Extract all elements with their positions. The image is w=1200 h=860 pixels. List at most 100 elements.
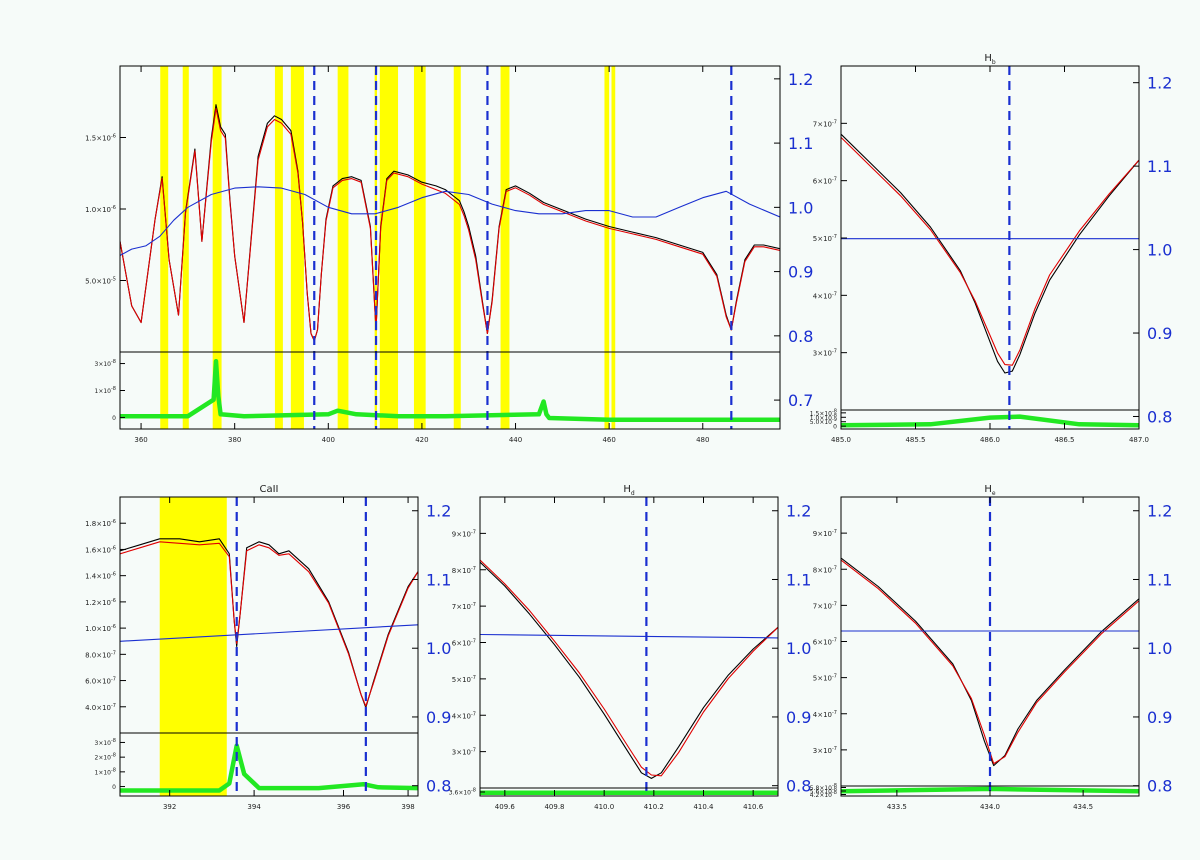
plot-area bbox=[120, 497, 418, 796]
y-tick-label-base: 5 bbox=[452, 676, 456, 684]
y-tick-label-times-ten: ×10 bbox=[817, 566, 832, 574]
right-axis-label: 0.7 bbox=[788, 391, 813, 410]
residual-tick-label: 1×10-8 bbox=[95, 386, 117, 395]
y-tick-label-exponent: -7 bbox=[832, 674, 837, 680]
residual-tick-label: 0 bbox=[112, 415, 116, 422]
residual-tick-label: 5.0×10-9 bbox=[810, 417, 837, 426]
y-tick-label-exponent: -6 bbox=[111, 572, 116, 578]
y-tick-label-exponent: -6 bbox=[111, 624, 116, 630]
right-axis-label: 1.1 bbox=[786, 570, 811, 589]
panel-title-main: H bbox=[984, 484, 992, 495]
residual-tick-label-base: 1 bbox=[95, 388, 99, 395]
y-tick-label-exponent: -7 bbox=[111, 703, 116, 709]
y-tick-label: 5.0×10-5 bbox=[85, 277, 116, 286]
y-tick-label-exponent: -7 bbox=[832, 710, 837, 716]
y-tick-label-times-ten: ×10 bbox=[96, 206, 111, 214]
residual-tick-label-base: 5.0 bbox=[810, 419, 820, 426]
y-tick-label: 4×10-7 bbox=[813, 710, 837, 719]
y-tick-label-base: 1.0 bbox=[85, 206, 96, 214]
x-tick-label: 440 bbox=[509, 436, 522, 444]
y-tick-label-base: 4 bbox=[813, 292, 818, 300]
y-tick-label-times-ten: ×10 bbox=[817, 350, 832, 358]
residual-tick-label-times-ten: ×10 bbox=[819, 419, 832, 426]
x-tick-label: 410.6 bbox=[743, 803, 764, 811]
residual-tick-label-base: 5.6 bbox=[810, 789, 820, 796]
y-tick-label-times-ten: ×10 bbox=[456, 603, 471, 611]
y-tick-label: 5×10-7 bbox=[452, 675, 476, 684]
plot-area bbox=[120, 66, 780, 429]
y-tick-label-base: 3 bbox=[813, 747, 817, 755]
masked-region bbox=[379, 66, 399, 429]
x-tick-label: 485.0 bbox=[831, 436, 851, 444]
residual-tick-label-times-ten: ×10 bbox=[98, 740, 111, 747]
residual-tick-label-exponent: -8 bbox=[832, 783, 837, 789]
right-axis-label: 1.1 bbox=[1147, 570, 1172, 589]
y-tick-label-exponent: -7 bbox=[471, 639, 476, 645]
x-tick-label: 410.0 bbox=[594, 803, 614, 811]
residual-tick-label-base: 1 bbox=[95, 769, 99, 776]
y-tick-label-exponent: -7 bbox=[832, 234, 837, 240]
y-tick-label-times-ten: ×10 bbox=[96, 135, 111, 143]
residual-tick-label-exponent: -8 bbox=[111, 359, 116, 365]
y-tick-label: 5×10-7 bbox=[813, 234, 837, 243]
panel-title-subscript: e bbox=[992, 490, 996, 497]
residual-tick-label-exponent: -8 bbox=[111, 738, 116, 744]
masked-region bbox=[182, 66, 189, 429]
residual-tick-label-times-ten: ×10 bbox=[98, 755, 111, 762]
residual-tick-label-base: 3 bbox=[95, 361, 99, 368]
right-axis-label: 0.8 bbox=[786, 777, 811, 796]
right-axis-label: 1.2 bbox=[1147, 502, 1172, 521]
residual-tick-label: 5.8×10-8 bbox=[810, 783, 837, 792]
y-tick-label: 6×10-7 bbox=[452, 639, 476, 648]
normalisation-series bbox=[120, 624, 418, 642]
y-tick-label-base: 1.0 bbox=[85, 625, 96, 633]
y-tick-label-exponent: -7 bbox=[832, 529, 837, 535]
right-axis-label: 1.2 bbox=[1147, 74, 1172, 93]
y-tick-label-exponent: -7 bbox=[471, 748, 476, 754]
panel-overview: 360 380 400 420 440 460 4805.0×10-51.0×10-61.5… bbox=[85, 65, 813, 444]
residual-tick-label-base: 0 bbox=[112, 784, 116, 791]
masked-region bbox=[413, 66, 426, 429]
x-tick-label: 409.6 bbox=[495, 803, 516, 811]
right-axis-label: 0.8 bbox=[426, 777, 451, 796]
axes-frame bbox=[119, 65, 781, 430]
plot-area bbox=[480, 497, 778, 796]
y-tick-label-base: 1.4 bbox=[85, 573, 97, 581]
y-tick-label-times-ten: ×10 bbox=[456, 640, 471, 648]
model-series bbox=[480, 559, 778, 777]
x-tick-label: 360 bbox=[134, 436, 147, 444]
y-tick-label-base: 1.8 bbox=[85, 520, 96, 528]
y-tick-label-base: 7 bbox=[452, 603, 456, 611]
y-tick-label: 9×10-7 bbox=[452, 529, 476, 538]
y-tick-label-base: 5.0 bbox=[85, 278, 96, 286]
right-axis-label: 0.9 bbox=[1147, 324, 1172, 343]
y-tick-label-times-ten: ×10 bbox=[817, 178, 832, 186]
residual-tick-label: 4.2×10-8 bbox=[810, 790, 837, 799]
residual-tick-label-base: 0 bbox=[112, 415, 116, 422]
right-axis-label: 0.9 bbox=[426, 708, 451, 727]
panel-title: Hd bbox=[623, 484, 635, 497]
panel-title-main: H bbox=[623, 484, 631, 495]
residual-tick-label-base: 2 bbox=[95, 755, 99, 762]
x-tick-label: 487.0 bbox=[1129, 436, 1149, 444]
y-tick-label-times-ten: ×10 bbox=[456, 567, 471, 575]
model-series bbox=[841, 559, 1139, 765]
residual-series bbox=[120, 743, 418, 793]
residual-tick-label-base: 4.2 bbox=[810, 792, 820, 799]
axes-frame bbox=[840, 65, 1140, 430]
residual-series bbox=[120, 358, 780, 423]
y-tick-label-base: 1.2 bbox=[85, 599, 96, 607]
x-tick-label: 485.5 bbox=[905, 436, 925, 444]
right-axis-label: 1.1 bbox=[426, 570, 451, 589]
residual-tick-label: 0 bbox=[112, 784, 116, 791]
right-axis-label: 0.8 bbox=[1147, 407, 1172, 426]
y-tick-label-base: 4 bbox=[452, 712, 457, 720]
y-tick-label-exponent: -6 bbox=[111, 598, 116, 604]
panel-title: CaII bbox=[259, 484, 278, 495]
y-tick-label-base: 9 bbox=[452, 530, 456, 538]
y-tick-label: 6.0×10-7 bbox=[85, 677, 116, 686]
masked-region bbox=[453, 66, 461, 429]
x-tick-label: 396 bbox=[337, 803, 351, 811]
y-tick-label: 5×10-7 bbox=[813, 674, 837, 683]
panel-h-beta: 485.0 485.5 486.0 486.5 487.03×10-74×10-75×1… bbox=[810, 53, 1173, 444]
